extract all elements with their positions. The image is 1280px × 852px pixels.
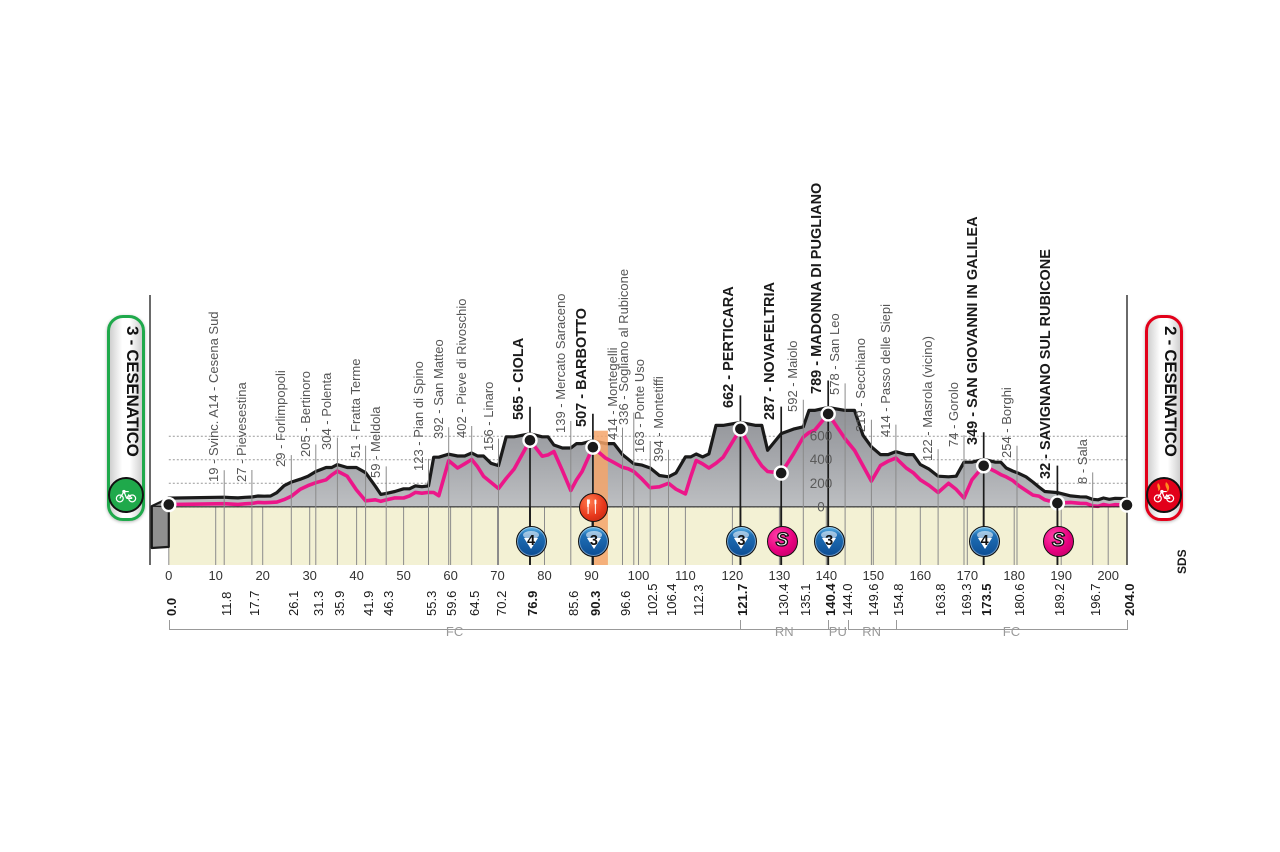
svg-text:0: 0	[817, 499, 825, 514]
svg-text:400: 400	[810, 452, 833, 467]
svg-text:200: 200	[810, 476, 833, 491]
svg-text:600: 600	[810, 429, 833, 444]
